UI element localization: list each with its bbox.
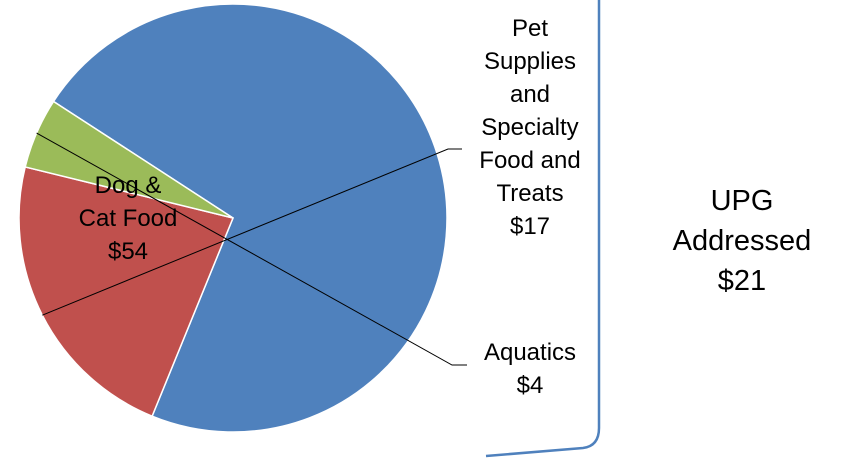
- slice-labels: Dog & Cat Food $54 Pet Supplies and Specialty F…: [79, 15, 581, 399]
- slice-label-1-line-5: Treats: [496, 180, 563, 207]
- bracket-label-line-2: $21: [718, 265, 766, 297]
- slice-label-1-line-4: Food and: [479, 147, 580, 174]
- slice-label-1-line-2: and: [510, 81, 550, 108]
- slice-label-1-line-6: $17: [510, 213, 550, 240]
- bracket-line: [485, 0, 601, 458]
- slice-label-1-line-0: Pet: [512, 15, 548, 42]
- pie-slice-0: [52, 3, 448, 433]
- leader-lines: [36, 132, 467, 366]
- bracket-label: UPG Addressed $21: [673, 185, 812, 297]
- slice-label-0: Dog & Cat Food $54: [79, 172, 178, 265]
- slice-label-0-line-1: Cat Food: [79, 205, 178, 232]
- leader-line-2: [36, 132, 467, 366]
- slice-label-2: Aquatics $4: [484, 339, 576, 399]
- slice-label-2-line-1: $4: [517, 372, 544, 399]
- slice-label-0-line-0: Dog &: [95, 172, 162, 199]
- pie-slice-2: [24, 100, 234, 219]
- slice-label-1-line-1: Supplies: [484, 48, 576, 75]
- pie-slices: [18, 3, 448, 433]
- bracket-label-line-0: UPG: [711, 185, 774, 217]
- upg-bracket: UPG Addressed $21: [485, 0, 812, 458]
- pie-slice-1: [18, 166, 235, 418]
- slice-label-2-line-0: Aquatics: [484, 339, 576, 366]
- slice-label-0-line-2: $54: [108, 238, 148, 265]
- leader-line-1: [42, 148, 462, 316]
- slice-label-1: Pet Supplies and Specialty Food and Treats $17: [479, 15, 580, 240]
- slice-label-1-line-3: Specialty: [481, 114, 578, 141]
- bracket-label-line-1: Addressed: [673, 225, 812, 257]
